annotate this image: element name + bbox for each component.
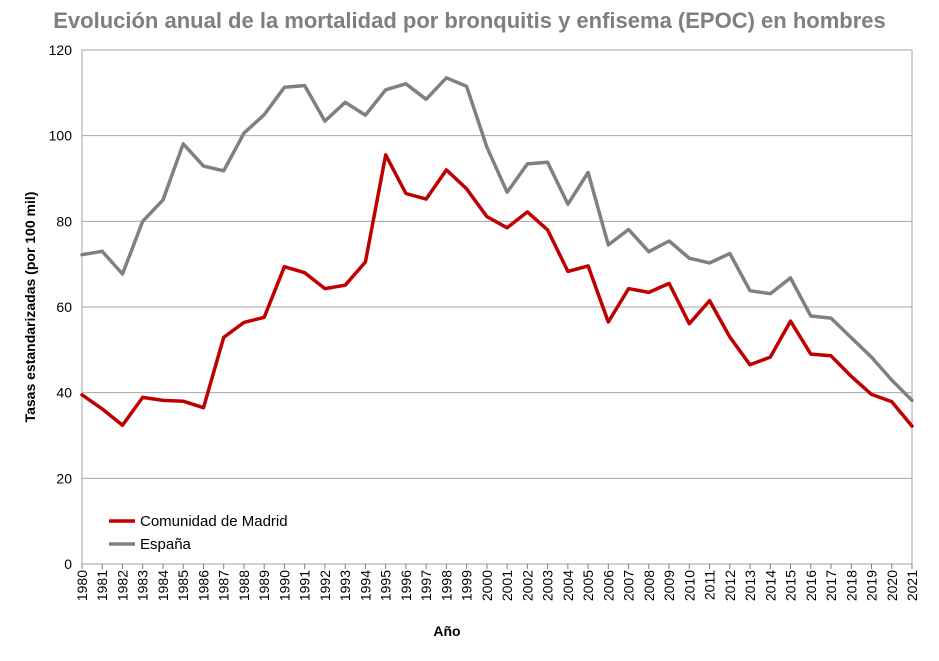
plot-frame (81, 49, 913, 565)
x-tick-label: 1992 (317, 570, 333, 601)
x-tick-label: 1993 (337, 570, 353, 601)
legend: Comunidad de Madrid España (109, 513, 288, 553)
x-tick-label: 1996 (398, 570, 414, 601)
x-tick-label: 2003 (540, 570, 556, 601)
x-tick-label: 1986 (195, 570, 211, 601)
y-tick-label: 0 (64, 556, 72, 572)
x-tick-label: 2006 (600, 570, 616, 601)
x-tick-label: 1999 (459, 570, 475, 601)
x-tick-label: 2010 (681, 570, 697, 601)
chart-title: Evolución anual de la mortalidad por bro… (53, 8, 886, 33)
y-tick-label: 40 (56, 385, 72, 401)
x-tick-label: 2001 (499, 570, 515, 601)
x-tick-label: 2009 (661, 570, 677, 601)
x-tick-label: 1998 (438, 570, 454, 601)
x-tick-label: 1987 (216, 570, 232, 601)
y-tick-label: 100 (49, 128, 73, 144)
x-tick-label: 2013 (742, 570, 758, 601)
series-line-espa-a (80, 76, 914, 403)
x-tick-label: 1988 (236, 570, 252, 601)
y-tick-label: 120 (49, 42, 73, 58)
x-tick-label: 1989 (256, 570, 272, 601)
x-tick-label: 1984 (155, 570, 171, 601)
y-tick-label: 20 (56, 470, 72, 486)
x-tick-label: 2016 (803, 570, 819, 601)
x-tick-label: 2012 (722, 570, 738, 601)
x-tick-label: 2014 (762, 570, 778, 601)
plot-area-border (81, 49, 913, 565)
x-tick-label: 1997 (418, 570, 434, 601)
x-tick-label: 2002 (519, 570, 535, 601)
x-tick-label: 1983 (135, 570, 151, 601)
legend-label: España (140, 536, 192, 553)
x-tick-label: 2011 (702, 570, 718, 600)
x-tick-label: 1994 (357, 570, 373, 601)
series-line-comunidad-de-madrid (80, 153, 914, 428)
series-lines (80, 76, 914, 428)
x-tick-label: 2017 (823, 570, 839, 601)
x-tick-label: 2021 (904, 570, 920, 601)
x-tick-label: 2020 (884, 570, 900, 601)
x-tick-label: 2008 (641, 570, 657, 601)
x-tick-label: 1981 (94, 570, 110, 601)
x-tick-label: 1985 (175, 570, 191, 601)
x-tick-label: 2005 (580, 570, 596, 601)
x-tick-label: 2018 (843, 570, 859, 601)
gridlines (82, 49, 912, 479)
x-tick-label: 2004 (560, 570, 576, 601)
x-tick-label: 1980 (74, 570, 90, 601)
x-tick-label: 2007 (621, 570, 637, 601)
y-tick-label: 80 (56, 213, 72, 229)
x-tick-label: 2019 (864, 570, 880, 601)
x-axis-title: Año (433, 623, 460, 639)
y-tick-label: 60 (56, 299, 72, 315)
x-tick-label: 1990 (276, 570, 292, 601)
x-tick-label: 1991 (297, 570, 313, 601)
x-tick-label: 1982 (114, 570, 130, 601)
x-tick-label: 2000 (479, 570, 495, 601)
x-tick-label: 1995 (378, 570, 394, 601)
y-axis-title: Tasas estandarizadas (por 100 mil) (22, 192, 38, 423)
x-tick-label: 2015 (783, 570, 799, 601)
legend-label: Comunidad de Madrid (140, 513, 288, 530)
